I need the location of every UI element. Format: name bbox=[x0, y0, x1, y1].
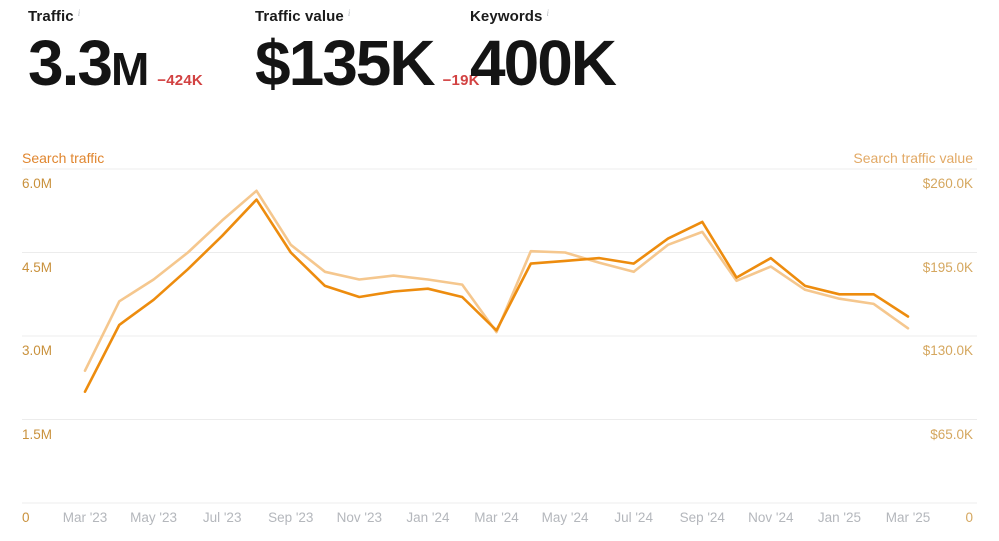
right-axis-tick: 0 bbox=[965, 510, 973, 525]
x-axis-tick: May '24 bbox=[541, 510, 589, 525]
metric-keywords-label: Keywords bbox=[470, 8, 543, 25]
x-axis-tick: Nov '23 bbox=[336, 510, 383, 525]
metric-traffic-delta: −424K bbox=[157, 72, 203, 89]
x-axis-tick: Jul '23 bbox=[202, 510, 242, 525]
info-icon[interactable]: i bbox=[347, 8, 351, 18]
metric-traffic-value-delta: −19K bbox=[442, 72, 480, 89]
x-axis-tick: Jul '24 bbox=[614, 510, 653, 525]
right-axis-tick: $195.0K bbox=[922, 259, 973, 275]
metric-traffic-label: Traffic bbox=[28, 8, 74, 25]
x-axis-tick: Mar '25 bbox=[885, 510, 931, 525]
x-axis-tick: Jan '25 bbox=[817, 510, 861, 525]
metric-keywords-value: 400K bbox=[470, 27, 617, 99]
series-line-search-traffic[interactable] bbox=[83, 198, 910, 394]
metric-keywords: Keywords i 400K bbox=[470, 8, 624, 105]
x-axis-tick: May '23 bbox=[130, 510, 178, 525]
left-axis-tick: 4.5M bbox=[22, 259, 53, 275]
right-axis-tick: $130.0K bbox=[922, 343, 973, 358]
right-axis-title: Search traffic value bbox=[853, 150, 973, 166]
x-axis-tick: Sep '23 bbox=[268, 510, 314, 525]
metric-traffic-value-value: $135K bbox=[255, 27, 436, 99]
x-axis-tick: Mar '24 bbox=[474, 510, 519, 525]
series-line-search-traffic-value[interactable] bbox=[83, 189, 910, 373]
left-axis-title: Search traffic bbox=[22, 150, 105, 166]
left-axis-tick: 1.5M bbox=[22, 426, 53, 442]
left-axis-tick: 0 bbox=[22, 510, 30, 525]
info-icon[interactable]: i bbox=[77, 8, 81, 18]
left-axis-tick: 6.0M bbox=[22, 176, 53, 191]
x-axis-tick: Jan '24 bbox=[406, 510, 450, 525]
info-icon[interactable]: i bbox=[546, 8, 550, 18]
right-axis-tick: $65.0K bbox=[930, 426, 973, 442]
metric-traffic: Traffic i 3.3 M −424K bbox=[28, 8, 203, 105]
left-axis-tick: 3.0M bbox=[22, 343, 53, 358]
metric-traffic-value-card: Traffic value i $135K −19K bbox=[255, 8, 480, 105]
metric-traffic-unit: M bbox=[110, 43, 149, 95]
metric-traffic-value: 3.3 bbox=[28, 27, 113, 99]
x-axis-tick: Sep '24 bbox=[679, 510, 725, 525]
x-axis-tick: Nov '24 bbox=[748, 510, 794, 525]
x-axis-tick: Mar '23 bbox=[62, 510, 108, 525]
right-axis-tick: $260.0K bbox=[922, 176, 973, 191]
metric-traffic-value-label: Traffic value bbox=[255, 8, 344, 25]
